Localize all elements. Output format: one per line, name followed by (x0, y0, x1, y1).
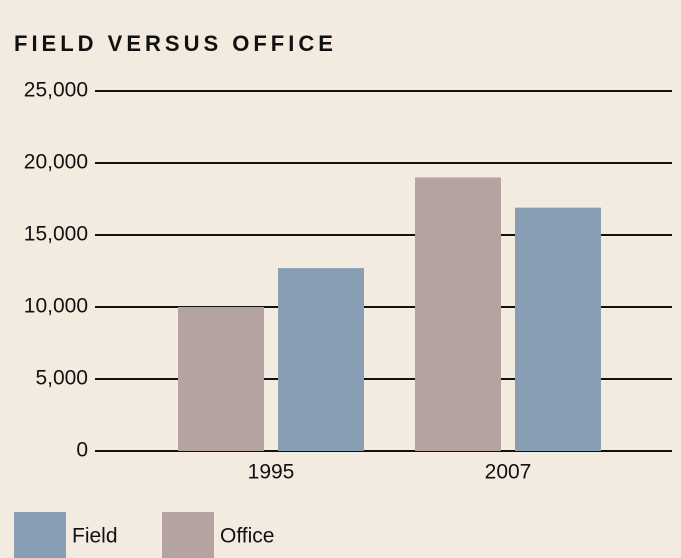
y-tick-label: 25,000 (24, 79, 88, 102)
bar (515, 207, 601, 451)
y-tick-label: 0 (76, 439, 88, 462)
y-tick-label: 10,000 (24, 295, 88, 318)
legend-label: Office (220, 525, 274, 548)
legend-swatch (162, 512, 214, 558)
bar (178, 307, 264, 451)
x-tick-label: 2007 (485, 461, 532, 484)
chart-title: FIELD VERSUS OFFICE (14, 31, 337, 56)
legend-swatch (14, 512, 66, 558)
legend-label: Field (72, 525, 118, 548)
x-tick-label: 1995 (248, 461, 295, 484)
bar (278, 268, 364, 451)
y-tick-label: 5,000 (35, 367, 88, 390)
bar (415, 177, 501, 451)
y-tick-label: 20,000 (24, 151, 88, 174)
y-tick-label: 15,000 (24, 223, 88, 246)
